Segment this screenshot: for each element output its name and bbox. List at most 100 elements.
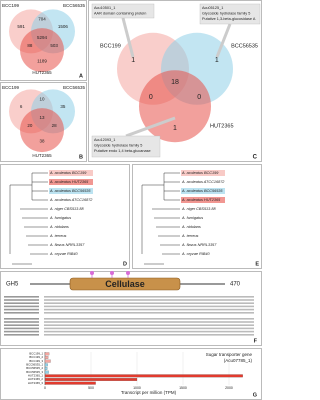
region-count: 704 <box>38 16 46 21</box>
alignment-row <box>4 334 39 336</box>
leaf-label: A. aculeatus ATCC16872 <box>49 198 93 202</box>
label: 470 <box>230 282 241 288</box>
alignment-row <box>44 308 254 311</box>
leaf-label: A. aculeatus BCC56535 <box>181 189 223 193</box>
y-tick-label: BCC56535_1 <box>26 363 43 367</box>
alignment-row <box>4 321 39 323</box>
x-tick-label: 2000 <box>225 386 233 390</box>
region-count: 5294 <box>37 35 48 40</box>
leaf-highlight <box>181 170 225 176</box>
site <box>110 271 114 275</box>
leaf-label: A. aculeatus BCC199 <box>49 171 87 175</box>
alignment-row <box>44 330 254 333</box>
leaf-label: A. terreus <box>181 234 199 238</box>
x-tick-label: 1000 <box>133 386 141 390</box>
callout-text: Putative 1,3-beta-glucosidase A <box>202 17 256 21</box>
label: BCC56535 <box>231 43 258 49</box>
label: HUT2365 <box>32 70 52 75</box>
leaf-label: A. aculeatus HUT2365 <box>181 198 221 202</box>
region-count: 1 <box>215 57 219 64</box>
callout-text: Glycoside hydrolase family 5 <box>202 12 250 16</box>
panel-frame <box>0 164 130 269</box>
bar <box>44 378 138 381</box>
leaf-label: A. aculeatus ATCC16872 <box>181 180 225 184</box>
alignment-row <box>44 312 254 314</box>
leaf-label: A. fumigatus <box>181 216 203 220</box>
callout-pointer <box>215 23 232 58</box>
region-count: 13 <box>39 115 45 120</box>
leaf-label: A. aculeatus HUT2365 <box>49 180 89 184</box>
label: Cellulase <box>105 279 145 289</box>
region-count: 1189 <box>37 58 47 63</box>
bar <box>44 352 50 356</box>
region-count: 591 <box>17 24 25 29</box>
label: BCC199 <box>2 85 20 90</box>
venn-set <box>20 28 64 73</box>
leaf-label: A. nidulans <box>49 225 69 229</box>
venn-set <box>20 108 64 153</box>
alignment-row <box>4 296 39 298</box>
label: D <box>123 261 127 267</box>
leaf-highlight <box>181 197 225 203</box>
region-count: 503 <box>50 43 58 48</box>
alignment-row <box>4 330 39 333</box>
x-axis-label: Transcript per million (TPM) <box>121 390 177 395</box>
callout-box <box>199 3 261 25</box>
panel-frame <box>132 164 262 269</box>
y-tick-label: BCC56535_3 <box>26 370 43 374</box>
site <box>126 271 130 275</box>
leaf-highlight <box>49 170 93 176</box>
leaf-label: A. aculeatus BCC199 <box>181 171 219 175</box>
region-count: 20 <box>27 123 33 128</box>
region-count: 6 <box>20 104 23 109</box>
label: F <box>254 338 258 344</box>
alignment-row <box>4 305 39 308</box>
alignment-row <box>44 321 254 323</box>
label: E <box>255 261 259 267</box>
leaf-label: A. aculeatus BCC56535 <box>49 189 91 193</box>
region-count: 38 <box>39 138 45 143</box>
y-tick-label: HUT2365_3 <box>28 381 44 385</box>
alignment-row <box>44 327 254 330</box>
label: BCC199 <box>2 3 20 8</box>
leaf-label: A. flavus NRRL3357 <box>49 243 85 247</box>
bar <box>44 359 51 363</box>
alignment-row <box>4 312 39 314</box>
y-tick-label: HUT2365_1 <box>28 374 44 378</box>
region-count: 1506 <box>58 24 69 29</box>
region-count: 88 <box>27 43 33 48</box>
region-count: 1 <box>173 125 177 132</box>
leaf-label: A. niger CBS513.88 <box>181 207 216 211</box>
label: BCC199 <box>100 43 121 49</box>
callout-pointer <box>125 116 176 138</box>
label: GH5 <box>6 282 19 288</box>
chart-subtitle: (Acu07785_1) <box>224 358 253 363</box>
callout-text: Glycoside hydrolase family 5 <box>94 144 142 148</box>
site <box>90 271 94 275</box>
x-tick-label: 500 <box>88 386 94 390</box>
alignment-row <box>4 299 39 301</box>
panel-frame <box>88 0 262 162</box>
bar <box>44 381 96 385</box>
label: HUT2365 <box>210 123 234 129</box>
leaf-label: A. nidulans <box>181 225 201 229</box>
region-count: 10 <box>39 96 45 101</box>
leaf-label: A. flavus NRRL3357 <box>181 243 217 247</box>
callout-box <box>91 135 161 158</box>
callout-text: AAR domain containing protein <box>94 12 146 16</box>
leaf-label: A. niger CBS513.88 <box>49 207 84 211</box>
leaf-highlight <box>49 188 93 194</box>
chart-title: Sugar transporter gene <box>206 352 253 357</box>
callout-pointer <box>121 17 135 58</box>
label: BCC56535 <box>63 85 86 90</box>
leaf-label: A. terreus <box>49 234 67 238</box>
bar <box>44 370 49 374</box>
leaf-label: A. fumigatus <box>49 216 71 220</box>
alignment-row <box>44 299 254 301</box>
domain-box <box>69 277 181 291</box>
region-count: 35 <box>60 104 66 109</box>
alignment-row <box>44 318 254 320</box>
bar <box>44 374 243 378</box>
region-count: 0 <box>149 94 153 101</box>
bar <box>44 363 48 367</box>
